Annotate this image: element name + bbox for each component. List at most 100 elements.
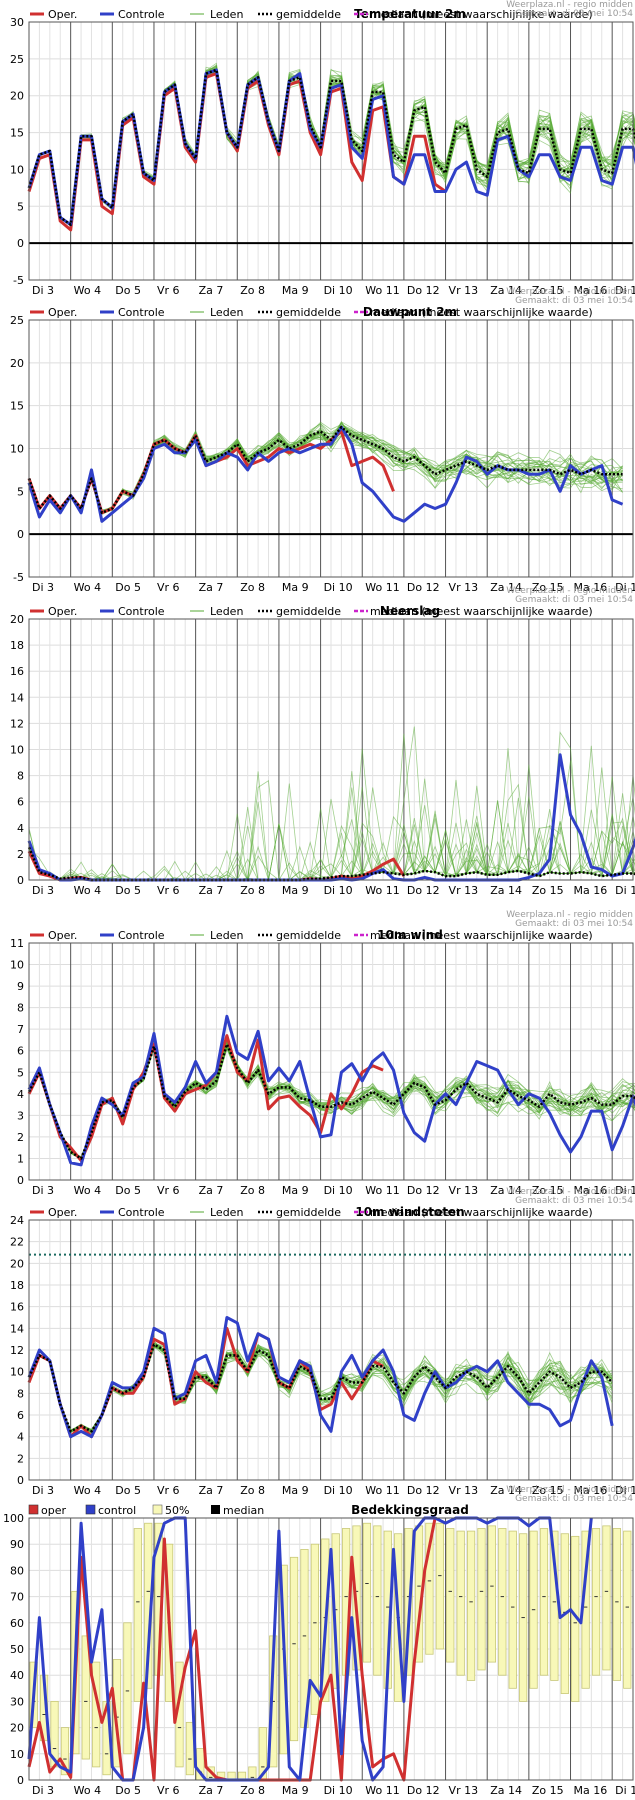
site-credit: Weerplaza.nl - regio midden <box>506 287 633 297</box>
legend-swatch-median <box>211 1505 220 1514</box>
chart-panel-1: -5 0 5 10 15 20 25 30 Di 3 Wo 4 Do 5 Vr 6 Za 7 Zo 8 Ma… <box>10 7 635 297</box>
p50-box <box>612 1528 621 1681</box>
y-tick-label: 0 <box>17 874 24 887</box>
x-tick-label: Vr 13 <box>449 581 479 594</box>
y-tick-label: 2 <box>17 848 24 861</box>
legend-swatch-oper <box>28 1504 39 1515</box>
x-tick-label: Za 14 <box>490 884 522 897</box>
legend-label-members: Leden <box>210 8 243 21</box>
ensemble-member-line <box>28 72 635 227</box>
x-tick-label: Vr 13 <box>449 884 479 897</box>
x-tick-label: Do 5 <box>115 1784 141 1797</box>
x-tick-label: Di 10 <box>324 1484 353 1497</box>
y-tick-label: 8 <box>17 1002 24 1015</box>
y-tick-label: 24 <box>10 1214 24 1227</box>
x-tick-label: Di 3 <box>32 884 54 897</box>
x-tick-label: Di 17 <box>615 581 635 594</box>
y-tick-label: 22 <box>10 1236 24 1249</box>
y-tick-label: 18 <box>10 1279 24 1292</box>
x-tick-label: Wo 11 <box>365 1784 399 1797</box>
x-tick-label: Ma 9 <box>282 284 309 297</box>
y-tick-label: 4 <box>17 1088 24 1101</box>
legend-label-control: Controle <box>118 306 165 319</box>
made-timestamp: Gemaakt: di 03 mei 10:54 <box>515 1494 633 1504</box>
ensemble-member-line <box>28 429 623 513</box>
p50-box <box>446 1528 455 1663</box>
x-tick-label: Zo 8 <box>240 1784 265 1797</box>
y-tick-label: 15 <box>10 127 24 140</box>
legend-swatch-control <box>85 1504 96 1515</box>
y-tick-label: 8 <box>17 1387 24 1400</box>
y-tick-label: 0 <box>17 528 24 541</box>
mean-series-line <box>27 1043 635 1160</box>
x-tick-label: Do 12 <box>407 1484 440 1497</box>
y-tick-label: 20 <box>10 90 24 103</box>
chart-panel-4: 0 1 2 3 4 5 6 7 8 9 10 11 Di 3 Wo 4 Do 5 Vr 6 Za 7 Zo 8 Ma… <box>10 910 635 1197</box>
made-timestamp: Gemaakt: di 03 mei 10:54 <box>515 296 633 306</box>
p50-box <box>539 1528 549 1676</box>
y-tick-label: 0 <box>17 1174 24 1187</box>
y-tick-label: 6 <box>17 1045 24 1058</box>
y-tick-label: 6 <box>17 1409 24 1422</box>
x-tick-label: Za 7 <box>199 884 224 897</box>
made-timestamp: Gemaakt: di 03 mei 10:54 <box>515 1196 633 1206</box>
y-tick-label: 3 <box>17 1109 24 1122</box>
y-tick-label: 14 <box>10 691 24 704</box>
x-tick-label: Do 5 <box>115 1184 141 1197</box>
x-tick-label: Zo 8 <box>240 884 265 897</box>
x-tick-label: Za 7 <box>199 1784 224 1797</box>
x-tick-label: Wo 11 <box>365 1184 399 1197</box>
x-tick-label: Wo 4 <box>74 1184 101 1197</box>
x-tick-label: Di 3 <box>32 1484 54 1497</box>
x-tick-label: Ma 9 <box>282 581 309 594</box>
y-tick-label: 20 <box>10 357 24 370</box>
x-tick-label: Zo 15 <box>532 1484 564 1497</box>
x-tick-label: Di 17 <box>615 1784 635 1797</box>
legend-label-median: mediaan (meest waarschijnlijke waarde) <box>370 929 593 942</box>
x-tick-label: Zo 8 <box>240 581 265 594</box>
p50-box <box>435 1522 444 1650</box>
x-tick-label: Za 14 <box>490 284 522 297</box>
p50-box <box>310 1543 319 1715</box>
x-tick-label: Wo 11 <box>365 284 399 297</box>
p50-box <box>248 1766 257 1781</box>
x-tick-label: Za 14 <box>490 1184 522 1197</box>
chart-panel-6: 0 10 20 30 40 50 60 70 80 90 100 Di 3 Wo 4 Do 5 Vr 6 Za… <box>3 1485 635 1797</box>
y-tick-label: 11 <box>10 937 24 950</box>
y-tick-label: 30 <box>10 16 24 29</box>
x-tick-label: Di 10 <box>324 581 353 594</box>
site-credit: Weerplaza.nl - regio midden <box>506 910 633 920</box>
p50-box <box>81 1635 90 1760</box>
legend-label-control: control <box>98 1504 136 1517</box>
y-tick-label: 5 <box>17 485 24 498</box>
y-tick-label: 0 <box>17 1474 24 1487</box>
x-tick-label: Di 10 <box>324 1184 353 1197</box>
plot-frame <box>28 1219 634 1481</box>
legend-label-mean: gemiddelde <box>276 929 341 942</box>
y-tick-label: 7 <box>17 1023 24 1036</box>
x-tick-label: Vr 6 <box>157 1484 180 1497</box>
legend-label-members: Leden <box>210 929 243 942</box>
y-tick-label: 12 <box>10 1344 24 1357</box>
x-tick-label: Do 12 <box>407 884 440 897</box>
x-tick-label: Za 7 <box>199 581 224 594</box>
made-timestamp: Gemaakt: di 03 mei 10:54 <box>515 9 633 19</box>
mean-series-line <box>27 1343 614 1433</box>
legend-label-p50: 50% <box>165 1504 189 1517</box>
y-tick-label: 0 <box>17 237 24 250</box>
p50-box <box>487 1525 497 1663</box>
x-tick-label: Ma 16 <box>574 284 608 297</box>
x-tick-label: Zo 8 <box>240 1484 265 1497</box>
plot-frame <box>28 319 634 578</box>
y-tick-label: 6 <box>17 796 24 809</box>
x-tick-label: Ma 16 <box>574 1184 608 1197</box>
chart-title: 10m wind <box>377 928 443 942</box>
x-tick-label: Di 3 <box>32 581 54 594</box>
chart-panel-2: -5 0 5 10 15 20 25 Di 3 Wo 4 Do 5 Vr 6 Za 7 Zo 8 Ma 9… <box>10 287 635 594</box>
legend-label-members: Leden <box>210 605 243 618</box>
legend-label-oper: Oper. <box>48 1206 77 1219</box>
legend-label-oper: Oper. <box>48 8 77 21</box>
control-series-line <box>27 425 624 523</box>
p50-box <box>123 1622 132 1755</box>
x-tick-label: Ma 16 <box>574 884 608 897</box>
